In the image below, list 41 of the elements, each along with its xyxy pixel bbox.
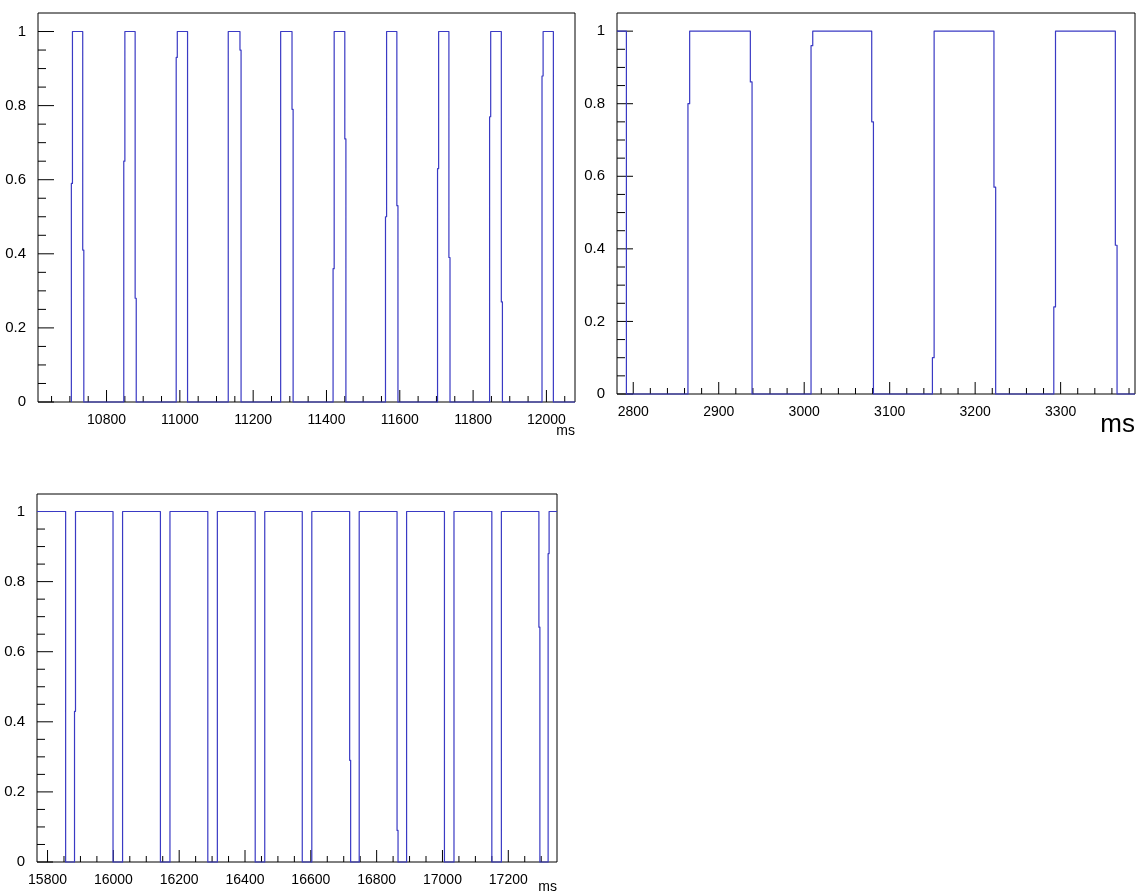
y-tick-label: 0.4 (5, 243, 26, 261)
x-tick-label: 16600 (291, 871, 331, 888)
y-tick-label: 0.6 (4, 641, 25, 659)
x-tick-label: 16200 (159, 871, 199, 888)
x-tick-label: 10800 (87, 411, 127, 428)
x-tick-label: 16800 (357, 871, 397, 888)
x-tick-label: 11400 (307, 411, 346, 428)
x-tick-label: 2900 (703, 403, 735, 420)
y-tick-label: 0.2 (584, 311, 605, 329)
x-tick-label: 16000 (93, 871, 134, 888)
y-tick-label: 0.2 (4, 782, 25, 800)
x-tick-label: 16400 (225, 871, 265, 888)
x-tick-label: 2800 (617, 403, 650, 420)
x-tick-label: 11800 (454, 411, 493, 428)
y-tick-label: 0.8 (4, 571, 25, 589)
y-tick-label: 1 (596, 21, 605, 39)
y-tick-label: 0.6 (5, 169, 26, 187)
y-tick-label: 1 (16, 501, 25, 519)
x-tick-label: 3000 (788, 403, 820, 420)
y-tick-label: 0.4 (4, 711, 25, 729)
y-tick-label: 0.6 (584, 166, 605, 184)
x-tick-label: 15800 (28, 871, 68, 888)
x-tick-label: 3100 (874, 403, 906, 420)
x-tick-label: 11000 (160, 411, 200, 428)
x-tick-label: 11200 (234, 411, 273, 428)
y-tick-label: 0.2 (5, 318, 26, 336)
y-tick-label: 1 (17, 21, 26, 39)
y-tick-label: 0 (17, 392, 26, 410)
y-tick-label: 0 (16, 852, 25, 870)
x-tick-label: 3300 (1045, 403, 1077, 420)
y-tick-label: 0.8 (584, 93, 605, 111)
x-tick-label: 11600 (380, 411, 419, 428)
x-tick-label: 17200 (488, 871, 528, 888)
x-tick-label: 3200 (959, 403, 991, 420)
x-tick-label: 12000 (526, 411, 567, 428)
x-axis-title: ms (1100, 407, 1135, 438)
y-tick-label: 0 (596, 384, 605, 402)
y-tick-label: 0.4 (584, 239, 605, 256)
y-tick-label: 0.8 (5, 95, 26, 113)
x-axis-title: ms (538, 878, 557, 895)
x-tick-label: 17000 (423, 871, 463, 888)
